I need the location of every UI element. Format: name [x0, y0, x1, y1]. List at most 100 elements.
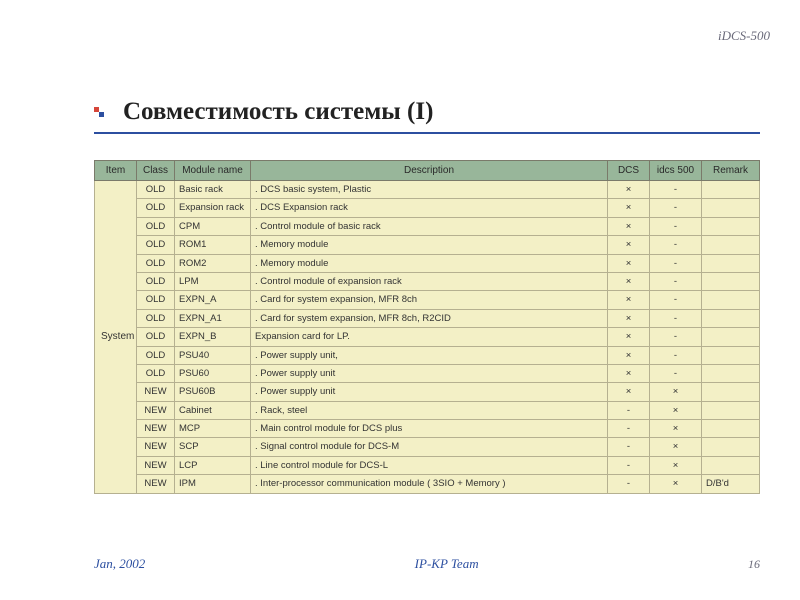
table-row: NEWMCP. Main control module for DCS plus… — [95, 420, 760, 438]
cell-class: OLD — [137, 181, 175, 199]
cell-idcs: × — [650, 438, 702, 456]
cell-idcs: × — [650, 420, 702, 438]
cell-remark — [702, 420, 760, 438]
cell-class: OLD — [137, 291, 175, 309]
cell-class: NEW — [137, 475, 175, 493]
table-row: OLDExpansion rack. DCS Expansion rack×- — [95, 199, 760, 217]
cell-dcs: - — [608, 438, 650, 456]
cell-desc: . Control module of basic rack — [251, 217, 608, 235]
cell-dcs: - — [608, 475, 650, 493]
cell-module: IPM — [175, 475, 251, 493]
cell-dcs: × — [608, 328, 650, 346]
table-row: OLDPSU60. Power supply unit×- — [95, 364, 760, 382]
cell-desc: . Line control module for DCS-L — [251, 456, 608, 474]
cell-dcs: × — [608, 291, 650, 309]
col-header-remark: Remark — [702, 161, 760, 181]
cell-dcs: - — [608, 456, 650, 474]
col-header-desc: Description — [251, 161, 608, 181]
product-label: iDCS-500 — [718, 28, 770, 44]
cell-desc: . Memory module — [251, 254, 608, 272]
cell-module: CPM — [175, 217, 251, 235]
cell-remark — [702, 181, 760, 199]
title-bullet-icon — [94, 107, 105, 118]
cell-dcs: × — [608, 217, 650, 235]
table-row: OLDEXPN_A. Card for system expansion, MF… — [95, 291, 760, 309]
cell-remark — [702, 346, 760, 364]
cell-remark — [702, 199, 760, 217]
cell-remark — [702, 456, 760, 474]
cell-dcs: × — [608, 309, 650, 327]
table-row: OLDEXPN_B Expansion card for LP.×- — [95, 328, 760, 346]
cell-remark: D/B'd — [702, 475, 760, 493]
cell-remark — [702, 401, 760, 419]
cell-class: OLD — [137, 236, 175, 254]
col-header-class: Class — [137, 161, 175, 181]
slide-footer: Jan, 2002 IP-KP Team 16 — [94, 556, 760, 572]
table-row: OLDCPM. Control module of basic rack×- — [95, 217, 760, 235]
cell-module: ROM1 — [175, 236, 251, 254]
table-row: NEWLCP. Line control module for DCS-L-× — [95, 456, 760, 474]
cell-class: OLD — [137, 346, 175, 364]
col-header-idcs: idcs 500 — [650, 161, 702, 181]
cell-module: ROM2 — [175, 254, 251, 272]
cell-desc: . Signal control module for DCS-M — [251, 438, 608, 456]
cell-dcs: × — [608, 383, 650, 401]
title-row: Совместимость системы (I) — [94, 98, 760, 126]
cell-module: LPM — [175, 272, 251, 290]
cell-idcs: - — [650, 199, 702, 217]
cell-idcs: - — [650, 328, 702, 346]
cell-remark — [702, 309, 760, 327]
table-row: OLDPSU40. Power supply unit,×- — [95, 346, 760, 364]
cell-remark — [702, 272, 760, 290]
cell-module: MCP — [175, 420, 251, 438]
table-row: NEWIPM. Inter-processor communication mo… — [95, 475, 760, 493]
cell-module: SCP — [175, 438, 251, 456]
cell-remark — [702, 383, 760, 401]
cell-idcs: × — [650, 456, 702, 474]
cell-remark — [702, 291, 760, 309]
compatibility-table-wrap: Item Class Module name Description DCS i… — [94, 160, 760, 494]
col-header-item: Item — [95, 161, 137, 181]
cell-class: OLD — [137, 272, 175, 290]
cell-module: PSU40 — [175, 346, 251, 364]
cell-module: Expansion rack — [175, 199, 251, 217]
cell-desc: Expansion card for LP. — [251, 328, 608, 346]
page-title: Совместимость системы (I) — [123, 98, 433, 126]
cell-remark — [702, 364, 760, 382]
cell-idcs: - — [650, 217, 702, 235]
table-row: SystemOLDBasic rack. DCS basic system, P… — [95, 181, 760, 199]
cell-module: EXPN_B — [175, 328, 251, 346]
table-row: OLDLPM. Control module of expansion rack… — [95, 272, 760, 290]
cell-idcs: - — [650, 346, 702, 364]
cell-desc: . Power supply unit — [251, 383, 608, 401]
cell-dcs: - — [608, 401, 650, 419]
cell-idcs: - — [650, 309, 702, 327]
cell-desc: . Main control module for DCS plus — [251, 420, 608, 438]
cell-module: LCP — [175, 456, 251, 474]
cell-class: NEW — [137, 456, 175, 474]
footer-date: Jan, 2002 — [94, 556, 145, 572]
cell-dcs: × — [608, 199, 650, 217]
cell-class: NEW — [137, 438, 175, 456]
cell-idcs: - — [650, 291, 702, 309]
cell-desc: . Card for system expansion, MFR 8ch — [251, 291, 608, 309]
table-row: NEWSCP. Signal control module for DCS-M-… — [95, 438, 760, 456]
cell-idcs: × — [650, 401, 702, 419]
cell-idcs: - — [650, 364, 702, 382]
cell-class: NEW — [137, 383, 175, 401]
cell-module: EXPN_A1 — [175, 309, 251, 327]
item-cell: System — [95, 181, 137, 494]
cell-module: EXPN_A — [175, 291, 251, 309]
title-underline — [94, 132, 760, 134]
table-row: NEWPSU60B. Power supply unit×× — [95, 383, 760, 401]
table-row: OLDEXPN_A1. Card for system expansion, M… — [95, 309, 760, 327]
table-row: OLDROM1. Memory module×- — [95, 236, 760, 254]
cell-remark — [702, 328, 760, 346]
cell-dcs: - — [608, 420, 650, 438]
cell-class: OLD — [137, 217, 175, 235]
footer-page-number: 16 — [748, 557, 760, 572]
cell-class: OLD — [137, 364, 175, 382]
cell-desc: . Rack, steel — [251, 401, 608, 419]
footer-team: IP-KP Team — [415, 556, 479, 572]
cell-dcs: × — [608, 181, 650, 199]
